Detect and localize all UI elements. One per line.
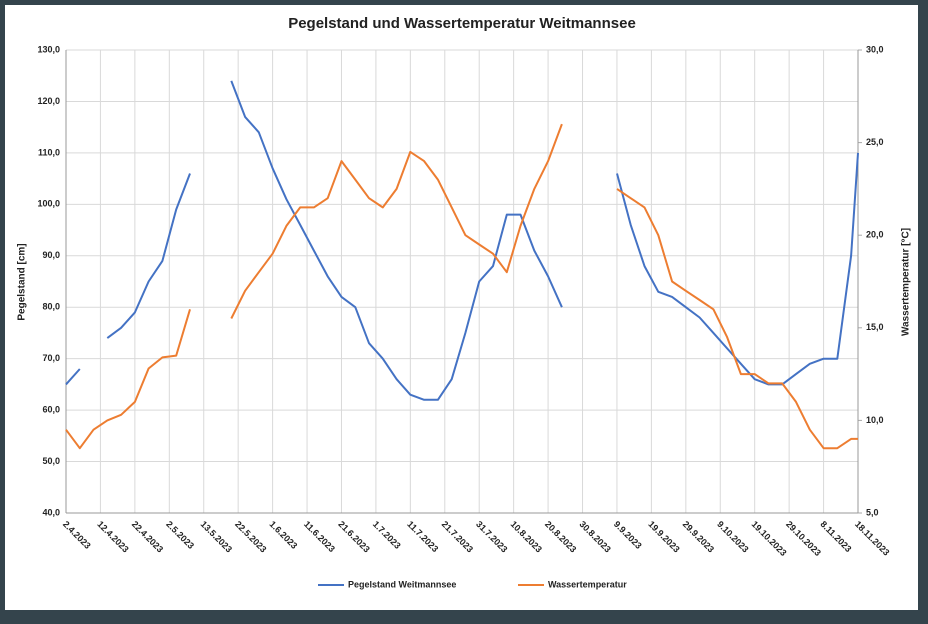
y-tick-label: 120,0 <box>37 96 60 106</box>
y2-axis-title: Wassertemperatur [°C] <box>901 228 912 336</box>
y-tick-label: 90,0 <box>42 250 60 260</box>
chart: Pegelstand und Wassertemperatur Weitmann… <box>0 0 928 624</box>
y-tick-label: 130,0 <box>37 44 60 54</box>
y-tick-label: 80,0 <box>42 302 60 312</box>
y2-tick-label: 15,0 <box>866 322 884 332</box>
y-tick-label: 70,0 <box>42 353 60 363</box>
chart-title: Pegelstand und Wassertemperatur Weitmann… <box>288 15 636 32</box>
y-axis-title: Pegelstand [cm] <box>17 243 28 320</box>
y-tick-label: 60,0 <box>42 404 60 414</box>
y2-tick-label: 10,0 <box>866 415 884 425</box>
y2-tick-label: 25,0 <box>866 137 884 147</box>
y-tick-label: 110,0 <box>38 147 60 157</box>
page: {"chart_data": {"type": "line", "title":… <box>0 0 928 624</box>
y2-tick-label: 5,0 <box>866 507 879 517</box>
legend-label: Wassertemperatur <box>548 579 627 589</box>
y-tick-label: 40,0 <box>42 507 60 517</box>
legend-label: Pegelstand Weitmannsee <box>348 579 456 589</box>
y-tick-label: 100,0 <box>37 199 60 209</box>
y-tick-label: 50,0 <box>42 456 60 466</box>
y2-tick-label: 30,0 <box>866 44 884 54</box>
y2-tick-label: 20,0 <box>866 230 884 240</box>
